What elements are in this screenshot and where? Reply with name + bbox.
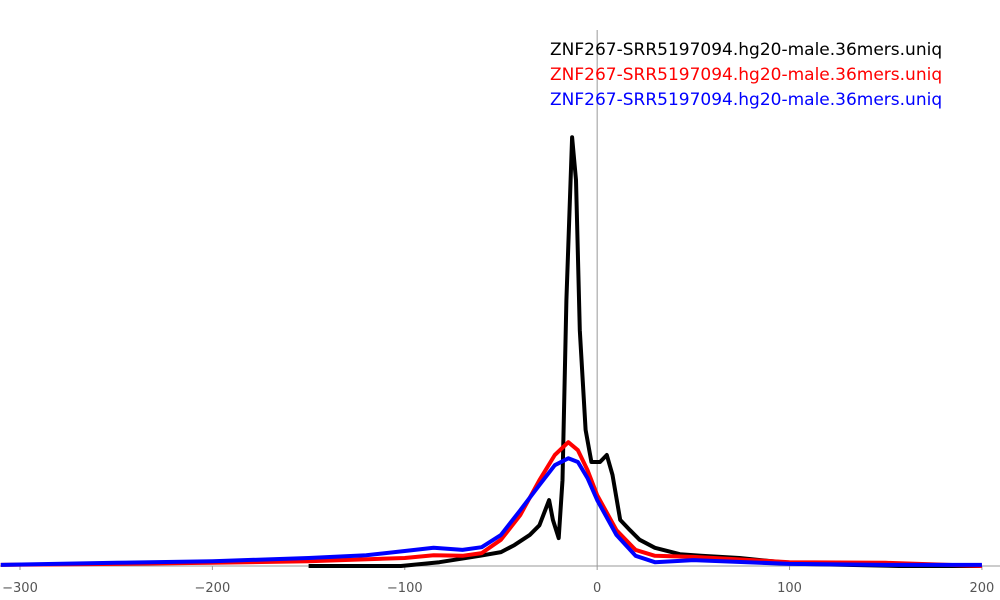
x-tick-label: 100 — [777, 581, 802, 596]
x-tick-label: 200 — [970, 581, 995, 596]
legend-entry: ZNF267-SRR5197094.hg20-male.36mers.uniq — [550, 40, 942, 60]
x-tick-label: −100 — [387, 581, 423, 596]
line — [0, 440, 982, 568]
x-tick-label: 0 — [593, 581, 601, 596]
legend-entry: ZNF267-SRR5197094.hg20-male.36mers.uniq — [550, 65, 942, 85]
legend-entry: ZNF267-SRR5197094.hg20-male.36mers.uniq — [550, 90, 942, 110]
x-tick-label: −300 — [2, 581, 38, 596]
line — [0, 456, 982, 567]
line — [308, 135, 980, 568]
x-tick-label: −200 — [195, 581, 231, 596]
